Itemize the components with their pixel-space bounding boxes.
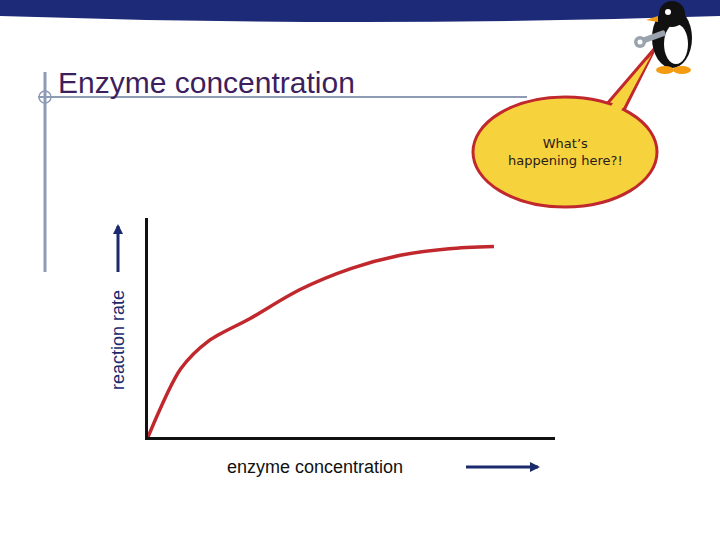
svg-text:reaction rate: reaction rate (108, 290, 128, 390)
svg-text:Enzyme concentration: Enzyme concentration (58, 66, 355, 99)
svg-text:What’shappening here?!: What’shappening here?! (508, 136, 623, 168)
svg-text:enzyme concentration: enzyme concentration (227, 457, 403, 477)
